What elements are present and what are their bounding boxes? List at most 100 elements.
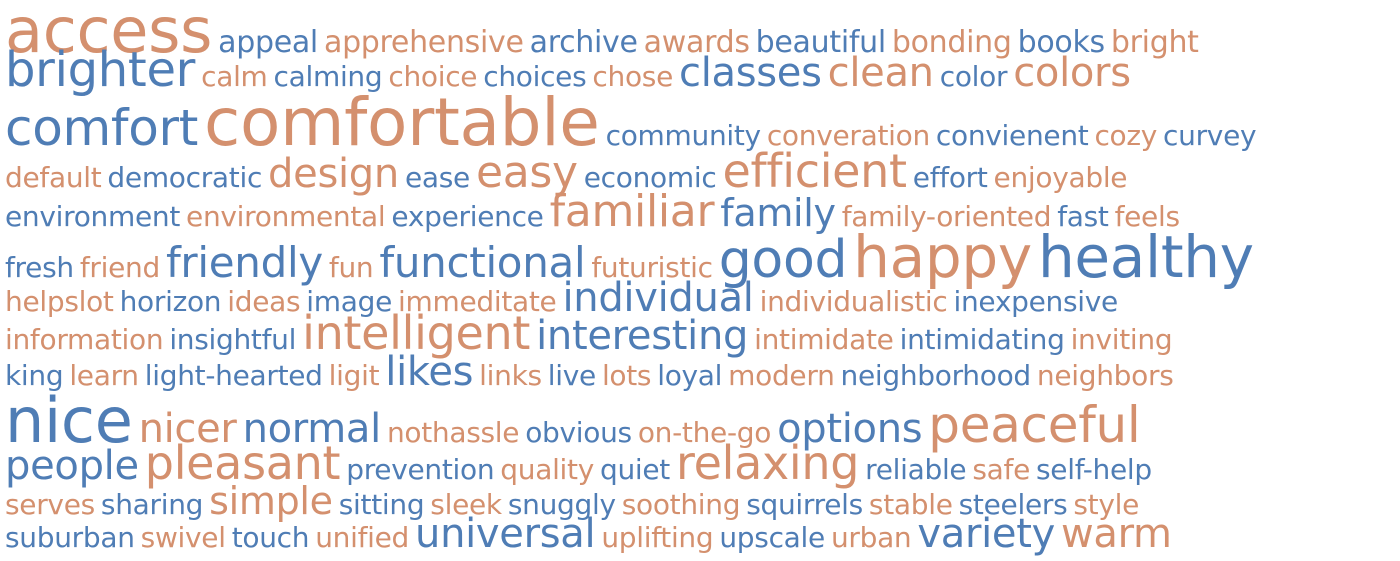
cloud-word: converation <box>766 119 930 152</box>
word-cloud-line: suburban swivel touch unified universal uplif… <box>5 514 1178 554</box>
word-cloud-line: helpslot horizon ideas image immeditate indiv… <box>5 278 1124 318</box>
word-cloud-line: fresh friend friendly fun functional futurist… <box>5 228 1260 286</box>
cloud-word: efficient <box>722 144 907 198</box>
cloud-word: snuggly <box>507 488 616 521</box>
cloud-word: familiar <box>549 186 715 237</box>
cloud-word: squirrels <box>746 488 863 521</box>
cloud-word: normal <box>242 406 382 452</box>
cloud-word: prevention <box>346 453 495 486</box>
cloud-word: default <box>5 161 102 194</box>
word-cloud-line: environment environmental experience famili… <box>5 190 1186 234</box>
cloud-word: individual <box>562 275 754 321</box>
cloud-word: soothing <box>621 488 741 521</box>
word-cloud-line: access appeal apprehensive archive awards bea… <box>5 0 1205 62</box>
cloud-word: fun <box>328 251 374 284</box>
cloud-word: chose <box>592 60 673 93</box>
cloud-word: ligit <box>328 359 380 392</box>
cloud-word: color <box>939 60 1008 93</box>
cloud-word: suburban <box>5 521 135 554</box>
cloud-word: image <box>306 285 393 318</box>
cloud-word: bonding <box>891 25 1012 60</box>
cloud-word: unified <box>315 521 410 554</box>
word-cloud-line: comfort comfortable community converation co… <box>5 90 1262 156</box>
cloud-word: ease <box>404 161 470 194</box>
cloud-word: cozy <box>1094 119 1158 152</box>
cloud-word: beautiful <box>755 25 887 60</box>
cloud-word: live <box>547 359 596 392</box>
cloud-word: touch <box>231 521 310 554</box>
cloud-word: nicer <box>138 406 237 452</box>
cloud-word: books <box>1017 25 1106 60</box>
cloud-word: quiet <box>599 453 670 486</box>
cloud-word: convienent <box>935 119 1089 152</box>
cloud-word: design <box>268 151 399 197</box>
cloud-word: steelers <box>958 488 1068 521</box>
cloud-word: comfortable <box>204 84 600 161</box>
cloud-word: community <box>605 119 762 152</box>
cloud-word: archive <box>529 25 638 60</box>
cloud-word: economic <box>583 161 717 194</box>
cloud-word: uplifting <box>601 521 714 554</box>
word-cloud-line: nice nicer normal nothassle obvious on-the-go… <box>5 390 1146 452</box>
cloud-word: environment <box>5 200 181 233</box>
word-cloud-line: people pleasant prevention quality quiet rela… <box>5 440 1158 486</box>
cloud-word: fresh <box>5 251 74 284</box>
cloud-word: peaceful <box>928 396 1141 454</box>
cloud-word: self-help <box>1036 453 1152 486</box>
cloud-word: learn <box>69 359 139 392</box>
cloud-word: nothassle <box>386 416 520 449</box>
cloud-word: fast <box>1057 200 1109 233</box>
cloud-word: choices <box>483 60 587 93</box>
cloud-word: intelligent <box>302 306 531 360</box>
cloud-word: enjoyable <box>993 161 1128 194</box>
cloud-word: urban <box>830 521 912 554</box>
cloud-word: effort <box>912 161 988 194</box>
cloud-word: curvey <box>1163 119 1257 152</box>
cloud-word: classes <box>679 50 822 96</box>
cloud-word: inviting <box>1070 323 1173 356</box>
cloud-word: sleek <box>430 488 502 521</box>
cloud-word: neighbors <box>1036 359 1174 392</box>
cloud-word: lots <box>601 359 652 392</box>
cloud-word: safe <box>972 453 1031 486</box>
cloud-word: modern <box>728 359 835 392</box>
cloud-word: happy <box>853 223 1032 291</box>
cloud-word: reliable <box>865 453 967 486</box>
word-cloud-line: serves sharing simple sitting sleek snuggly so… <box>5 482 1145 520</box>
cloud-word: relaxing <box>676 436 860 490</box>
cloud-word: style <box>1073 488 1140 521</box>
cloud-word: pleasant <box>144 436 341 490</box>
cloud-word: insightful <box>169 323 297 356</box>
cloud-word: swivel <box>140 521 226 554</box>
cloud-word: friendly <box>165 238 323 287</box>
cloud-word: inexpensive <box>953 285 1119 318</box>
cloud-word: awards <box>643 25 750 60</box>
cloud-word: nice <box>5 384 133 457</box>
cloud-word: king <box>5 359 64 392</box>
cloud-word: likes <box>385 349 474 395</box>
cloud-word: ideas <box>227 285 301 318</box>
cloud-word: loyal <box>657 359 723 392</box>
cloud-word: feels <box>1114 200 1180 233</box>
cloud-word: functional <box>379 238 586 287</box>
cloud-word: quality <box>500 453 594 486</box>
cloud-word: friend <box>79 251 160 284</box>
cloud-word: neighborhood <box>840 359 1032 392</box>
cloud-word: light-hearted <box>144 359 323 392</box>
word-cloud-line: brighter calm calming choice choices chose cla… <box>5 46 1137 94</box>
cloud-word: stable <box>868 488 953 521</box>
cloud-word: individualistic <box>759 285 948 318</box>
cloud-word: on-the-go <box>637 416 772 449</box>
cloud-word: democratic <box>107 161 263 194</box>
cloud-word: sharing <box>100 488 204 521</box>
cloud-word: choice <box>388 60 478 93</box>
cloud-word: colors <box>1013 50 1131 96</box>
cloud-word: family <box>720 191 836 235</box>
word-cloud-line: king learn light-hearted ligit likes links liv… <box>5 352 1179 392</box>
cloud-word: brighter <box>5 42 196 98</box>
cloud-word: warm <box>1060 511 1172 557</box>
cloud-word: apprehensive <box>323 25 524 60</box>
cloud-word: variety <box>917 511 1055 557</box>
cloud-word: sitting <box>338 488 425 521</box>
